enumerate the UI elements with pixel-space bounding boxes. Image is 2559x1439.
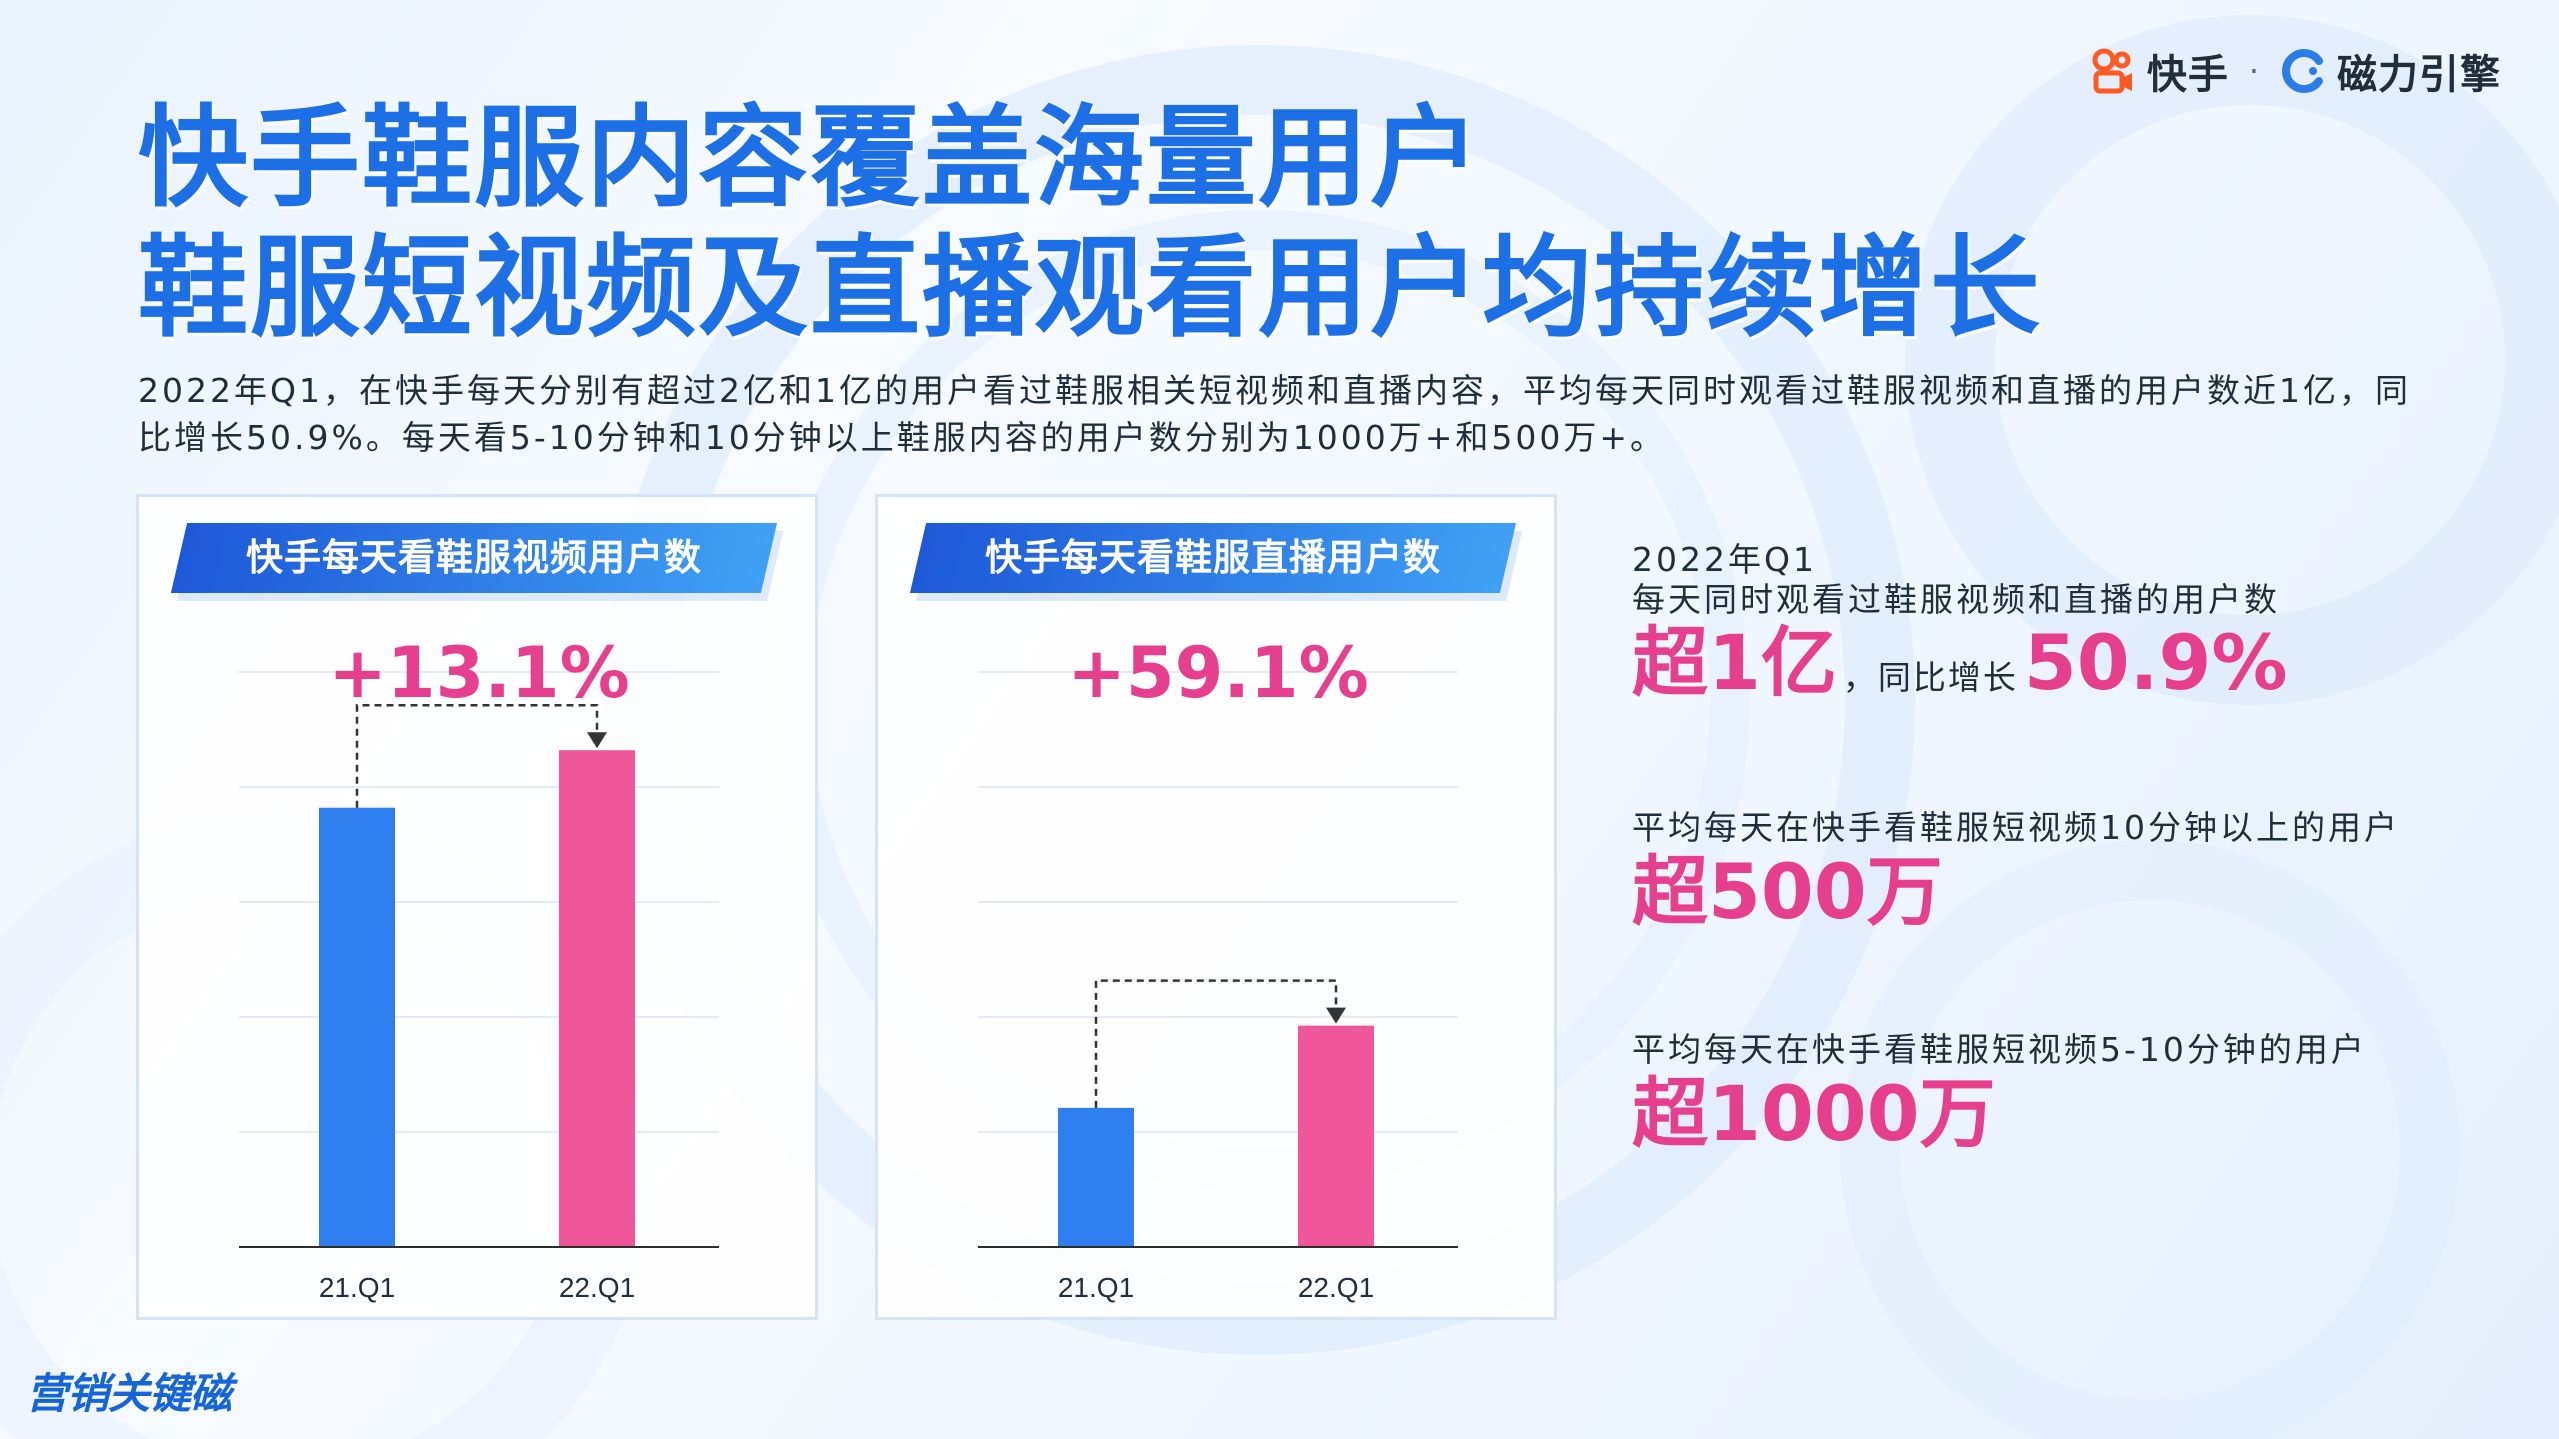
stat-10min-users: 平均每天在快手看鞋服短视频10分钟以上的用户 超500万 [1632,808,2400,935]
video-users-bar-chart: 21.Q1 22.Q1 +13.1% [239,632,719,1303]
page-subtitle: 鞋服短视频及直播观看用户均持续增长 [138,224,2042,352]
stat-label: 每天同时观看过鞋服视频和直播的用户数 [1632,579,2280,619]
stat-value: 超1000万 [1632,1068,1996,1158]
stat-value-row: 超1亿 ，同比增长50.9% [1632,619,2288,706]
live-users-bar-chart: 21.Q1 22.Q1 +59.1% [978,632,1458,1303]
stat-connector: ，同比增长 [1842,658,2018,698]
x-tick-label: 21.Q1 [319,1272,395,1303]
page-title: 快手鞋服内容覆盖海量用户 [138,94,1482,222]
bar-22.Q1 [1298,1025,1374,1247]
intro-paragraph: 2022年Q1，在快手每天分别有超过2亿和1亿的用户看过鞋服相关短视频和直播内容… [138,371,2411,457]
bar-21.Q1 [1058,1107,1134,1247]
cili-brand-text: 磁力引擎 [2337,52,2501,98]
bar-21.Q1 [319,807,395,1247]
stat-daily-both-users: 2022年Q1 每天同时观看过鞋服视频和直播的用户数 超1亿 ，同比增长50.9% [1632,540,2288,707]
brand-separator: · [2248,52,2259,90]
chart-title: 快手每天看鞋服视频用户数 [246,536,702,579]
growth-label: +13.1% [328,632,630,714]
stat-value: 超1亿 [1632,618,1837,708]
stat-label: 平均每天在快手看鞋服短视频10分钟以上的用户 [1632,808,2400,847]
growth-arrow-head [1326,1007,1346,1024]
stat-growth: 50.9% [2023,618,2288,708]
kuaishou-logo: 快手 [2089,42,2229,100]
x-tick-label: 22.Q1 [559,1272,635,1303]
growth-label: +59.1% [1067,632,1369,714]
x-tick-label: 21.Q1 [1058,1272,1134,1303]
video-users-chart-card: 快手每天看鞋服视频用户数 21.Q1 22.Q1 +13.1% [136,494,818,1320]
growth-connector-line [1094,979,1338,1108]
stat-value: 超500万 [1632,846,1943,936]
footer-logo: 营销关键磁 [26,1369,232,1418]
growth-arrow-head [587,732,607,749]
growth-connector-line [355,703,599,808]
x-tick-label: 22.Q1 [1298,1272,1374,1303]
stat-5-10min-users: 平均每天在快手看鞋服短视频5-10分钟的用户 超1000万 [1632,1030,2367,1157]
stat-label: 平均每天在快手看鞋服短视频5-10分钟的用户 [1632,1030,2367,1069]
bar-22.Q1 [559,750,635,1247]
kuaishou-brand-text: 快手 [2146,52,2229,98]
stat-period: 2022年Q1 [1632,540,1817,579]
brand-logo: 快手 · 磁力引擎 [2089,42,2501,100]
kuaishou-icon [2092,48,2132,94]
cili-logo: 磁力引擎 [2279,42,2501,100]
chart-title: 快手每天看鞋服直播用户数 [985,536,1441,579]
live-users-chart-card: 快手每天看鞋服直播用户数 21.Q1 22.Q1 +59.1% [875,494,1557,1320]
cili-engine-icon [2282,49,2323,93]
